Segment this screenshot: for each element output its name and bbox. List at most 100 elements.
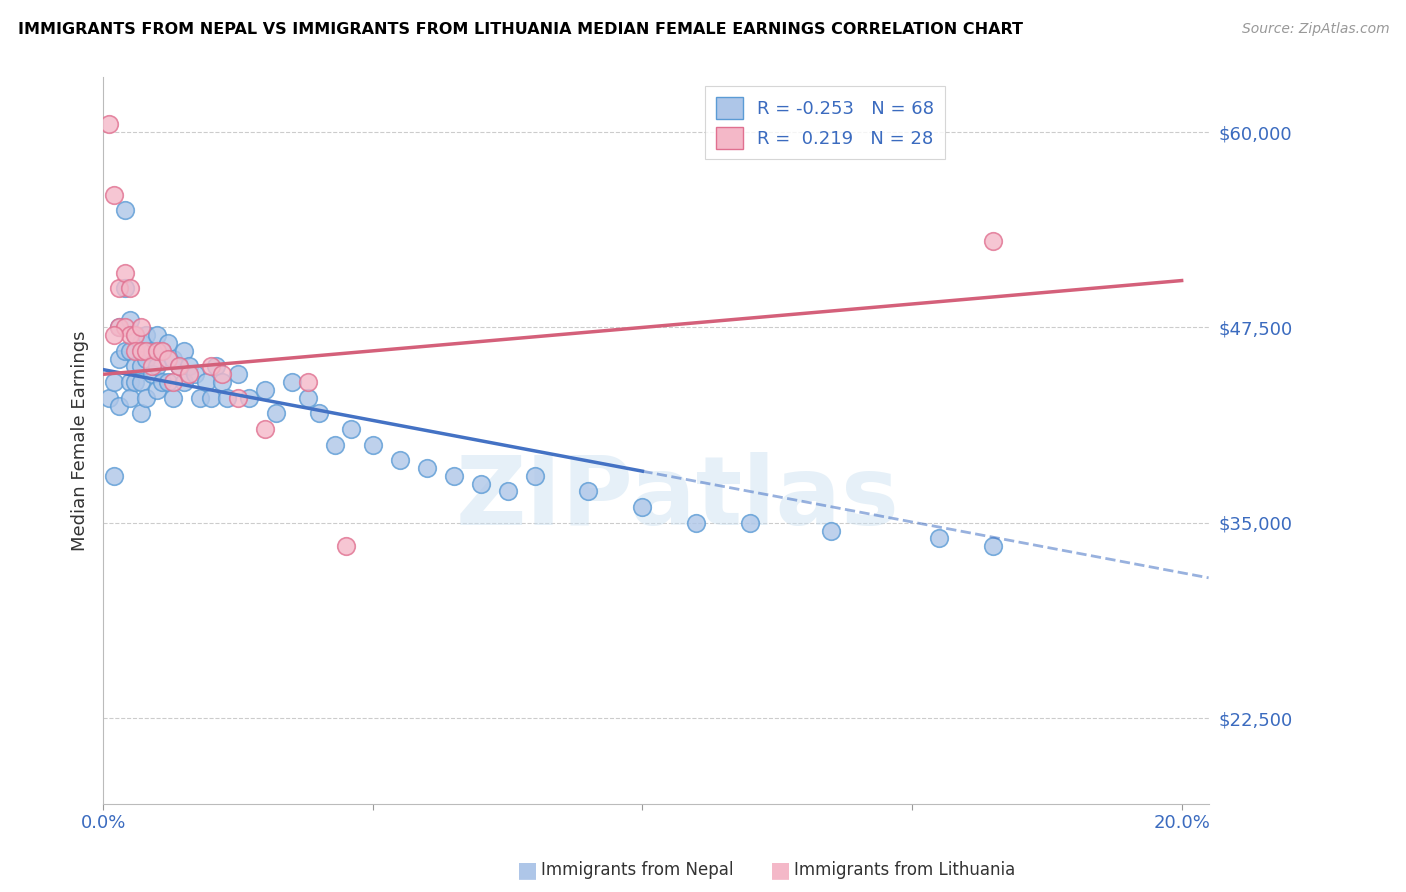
Point <box>152 375 174 389</box>
Point <box>108 399 131 413</box>
Point <box>179 368 201 382</box>
Point <box>103 375 125 389</box>
Point <box>124 343 146 358</box>
Point <box>211 368 233 382</box>
Point <box>97 391 120 405</box>
Point <box>124 375 146 389</box>
Point <box>167 359 190 374</box>
Point <box>124 328 146 343</box>
Point <box>740 516 762 530</box>
Text: Immigrants from Nepal: Immigrants from Nepal <box>541 861 734 879</box>
Point <box>205 359 228 374</box>
Point <box>114 320 136 334</box>
Point <box>173 343 195 358</box>
Point <box>114 343 136 358</box>
Point <box>820 524 842 538</box>
Point <box>120 328 142 343</box>
Text: ■: ■ <box>517 860 537 880</box>
Point <box>141 359 163 374</box>
Point <box>114 281 136 295</box>
Point <box>108 320 131 334</box>
Point <box>470 476 492 491</box>
Point <box>114 203 136 218</box>
Point <box>156 336 179 351</box>
Point <box>323 437 346 451</box>
Point <box>141 368 163 382</box>
Point <box>523 468 546 483</box>
Text: ■: ■ <box>770 860 790 880</box>
Point <box>162 391 184 405</box>
Point <box>194 375 217 389</box>
Point <box>146 359 169 374</box>
Point <box>129 375 152 389</box>
Point <box>97 117 120 131</box>
Point <box>264 406 287 420</box>
Point <box>135 391 157 405</box>
Point <box>253 383 276 397</box>
Point <box>146 383 169 397</box>
Point <box>152 343 174 358</box>
Point <box>135 351 157 366</box>
Point <box>108 281 131 295</box>
Point <box>335 539 357 553</box>
Point <box>120 312 142 326</box>
Point <box>443 468 465 483</box>
Point <box>200 391 222 405</box>
Point <box>184 368 207 382</box>
Point <box>146 343 169 358</box>
Point <box>981 235 1004 249</box>
Point <box>129 320 152 334</box>
Point <box>141 343 163 358</box>
Point <box>124 328 146 343</box>
Point <box>135 328 157 343</box>
Point <box>108 320 131 334</box>
Point <box>114 266 136 280</box>
Point <box>120 375 142 389</box>
Point <box>129 406 152 420</box>
Point <box>179 359 201 374</box>
Point <box>103 328 125 343</box>
Point <box>129 336 152 351</box>
Text: Immigrants from Lithuania: Immigrants from Lithuania <box>794 861 1015 879</box>
Point <box>103 468 125 483</box>
Point <box>173 375 195 389</box>
Point <box>156 375 179 389</box>
Point <box>146 328 169 343</box>
Point <box>238 391 260 405</box>
Point <box>361 437 384 451</box>
Point <box>340 422 363 436</box>
Point <box>496 484 519 499</box>
Point <box>297 391 319 405</box>
Point <box>685 516 707 530</box>
Point <box>281 375 304 389</box>
Point <box>129 343 152 358</box>
Point <box>928 532 950 546</box>
Text: IMMIGRANTS FROM NEPAL VS IMMIGRANTS FROM LITHUANIA MEDIAN FEMALE EARNINGS CORREL: IMMIGRANTS FROM NEPAL VS IMMIGRANTS FROM… <box>18 22 1024 37</box>
Point <box>188 391 211 405</box>
Point <box>162 351 184 366</box>
Point <box>297 375 319 389</box>
Point <box>108 351 131 366</box>
Point <box>226 368 249 382</box>
Point <box>578 484 600 499</box>
Y-axis label: Median Female Earnings: Median Female Earnings <box>72 330 89 551</box>
Point <box>120 391 142 405</box>
Text: ZIPatlas: ZIPatlas <box>456 452 900 545</box>
Text: Source: ZipAtlas.com: Source: ZipAtlas.com <box>1241 22 1389 37</box>
Point <box>162 375 184 389</box>
Point <box>217 391 239 405</box>
Point <box>120 281 142 295</box>
Point <box>253 422 276 436</box>
Point <box>200 359 222 374</box>
Legend: R = -0.253   N = 68, R =  0.219   N = 28: R = -0.253 N = 68, R = 0.219 N = 28 <box>706 87 945 160</box>
Point <box>135 343 157 358</box>
Point <box>308 406 330 420</box>
Point <box>631 500 654 515</box>
Point <box>415 461 437 475</box>
Point <box>152 343 174 358</box>
Point <box>388 453 411 467</box>
Point <box>226 391 249 405</box>
Point <box>103 187 125 202</box>
Point <box>167 359 190 374</box>
Point <box>129 359 152 374</box>
